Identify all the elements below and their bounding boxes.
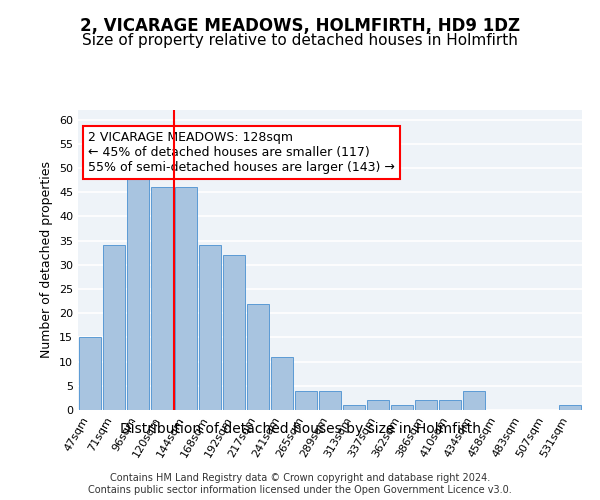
Bar bbox=[223, 255, 245, 410]
Bar bbox=[559, 405, 581, 410]
Bar bbox=[79, 338, 101, 410]
Bar bbox=[247, 304, 269, 410]
Bar bbox=[343, 405, 365, 410]
Bar bbox=[439, 400, 461, 410]
Bar bbox=[151, 188, 173, 410]
Bar bbox=[295, 390, 317, 410]
Bar bbox=[103, 246, 125, 410]
Bar bbox=[199, 246, 221, 410]
Text: 2, VICARAGE MEADOWS, HOLMFIRTH, HD9 1DZ: 2, VICARAGE MEADOWS, HOLMFIRTH, HD9 1DZ bbox=[80, 18, 520, 36]
Bar bbox=[127, 173, 149, 410]
Text: Contains HM Land Registry data © Crown copyright and database right 2024.
Contai: Contains HM Land Registry data © Crown c… bbox=[88, 474, 512, 495]
Bar bbox=[175, 188, 197, 410]
Text: Distribution of detached houses by size in Holmfirth: Distribution of detached houses by size … bbox=[119, 422, 481, 436]
Text: Size of property relative to detached houses in Holmfirth: Size of property relative to detached ho… bbox=[82, 32, 518, 48]
Bar bbox=[271, 357, 293, 410]
Y-axis label: Number of detached properties: Number of detached properties bbox=[40, 162, 53, 358]
Bar bbox=[415, 400, 437, 410]
Bar bbox=[319, 390, 341, 410]
Text: 2 VICARAGE MEADOWS: 128sqm
← 45% of detached houses are smaller (117)
55% of sem: 2 VICARAGE MEADOWS: 128sqm ← 45% of deta… bbox=[88, 131, 395, 174]
Bar bbox=[463, 390, 485, 410]
Bar bbox=[391, 405, 413, 410]
Bar bbox=[367, 400, 389, 410]
